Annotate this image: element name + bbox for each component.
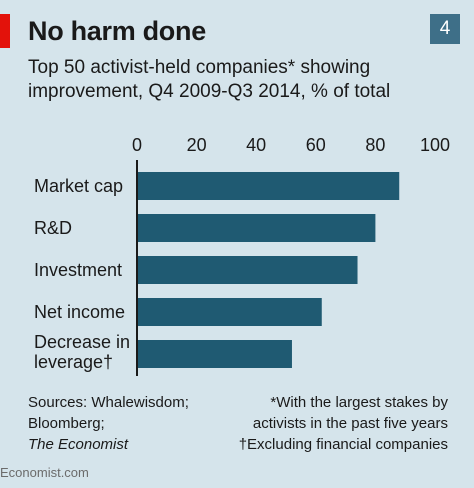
red-accent-tab <box>0 14 10 48</box>
sources-line-1: Sources: Whalewisdom; <box>28 394 189 411</box>
bar <box>137 172 400 200</box>
category-label: Market cap <box>34 176 123 196</box>
x-tick-label: 0 <box>132 135 142 155</box>
chart-subtitle: Top 50 activist-held companies* showing … <box>28 57 391 102</box>
sources-note: Sources: Whalewisdom; Bloomberg; The Eco… <box>28 392 238 455</box>
x-axis-ticks: 0 20 40 60 80 100 <box>132 135 450 155</box>
x-tick-label: 20 <box>187 135 207 155</box>
sources-line-3: The Economist <box>28 436 129 453</box>
x-tick-label: 40 <box>246 135 266 155</box>
category-label: Net income <box>34 302 125 322</box>
bars <box>137 172 400 368</box>
bar <box>137 214 376 242</box>
x-tick-label: 80 <box>365 135 385 155</box>
brand-mark: Economist.com <box>0 465 89 480</box>
sources-line-2: Bloomberg; <box>28 415 105 432</box>
chart-title: No harm done <box>28 16 206 46</box>
bar <box>137 298 322 326</box>
x-tick-label: 60 <box>306 135 326 155</box>
category-label: R&D <box>34 218 72 238</box>
x-tick-label: 100 <box>420 135 450 155</box>
footnotes: *With the largest stakes by activists in… <box>208 392 448 455</box>
footnote-1-line-2: activists in the past five years <box>252 415 448 432</box>
category-labels: Market cap R&D Investment Net income Decreas… <box>34 176 130 372</box>
footnote-2: †Excluding financial companies <box>238 436 448 453</box>
category-label: Investment <box>34 260 122 280</box>
chart-number-badge: 4 <box>430 14 460 44</box>
bar <box>137 340 292 368</box>
bar <box>137 256 358 284</box>
category-label: Decrease in leverage† <box>34 332 130 372</box>
footnote-1-line-1: *With the largest stakes by <box>270 394 448 411</box>
bar-chart: 0 20 40 60 80 100 Market cap R&D Investment Net … <box>34 135 450 376</box>
